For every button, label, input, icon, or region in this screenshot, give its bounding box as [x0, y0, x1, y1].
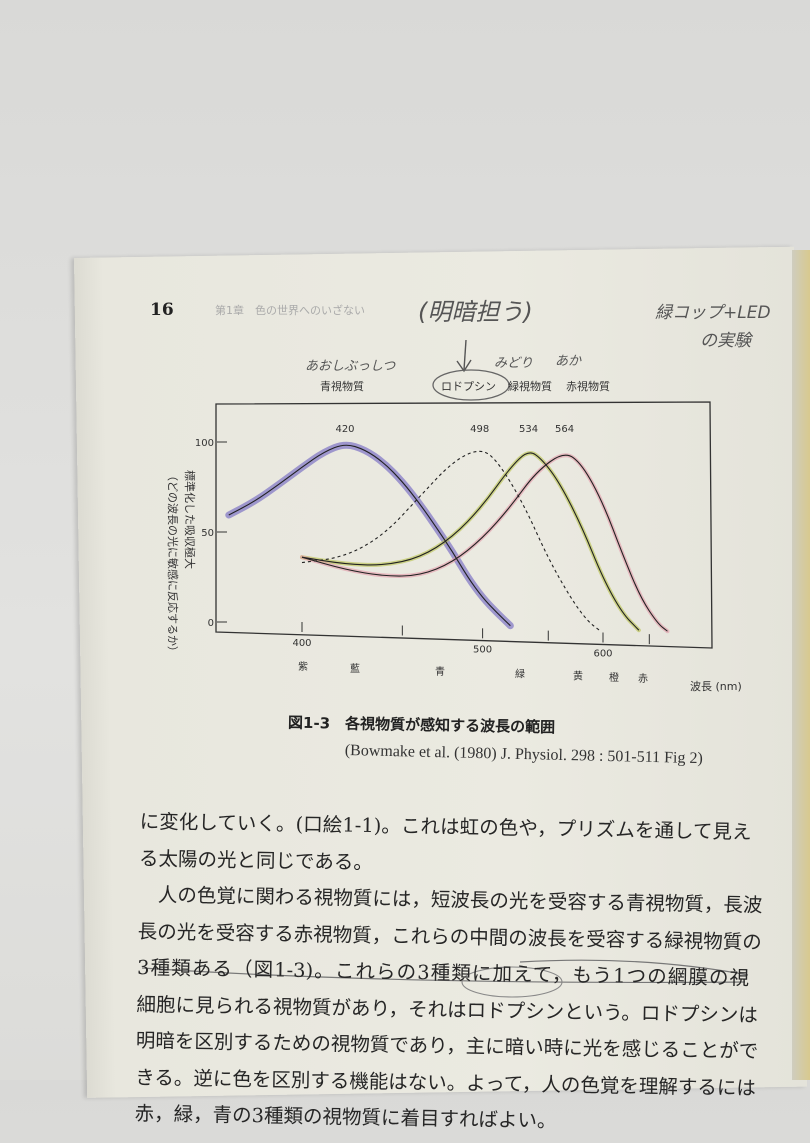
color-band-label: 黄	[573, 670, 583, 683]
handwritten-circle	[461, 966, 563, 998]
handwritten-circle	[432, 369, 510, 401]
curves-layer	[228, 444, 668, 632]
handwritten-arrow-icon	[456, 339, 472, 373]
handwritten-blue-reading: あおしぶっしつ	[305, 359, 396, 374]
chart-frame	[215, 401, 713, 649]
peak-labels: 420 498 534 564	[335, 424, 574, 435]
y-axis-sublabel: （どの波長の光に敏感に反応するか）	[166, 470, 180, 657]
color-band-label: 赤	[638, 673, 648, 685]
page-number: 16	[150, 300, 174, 320]
handwritten-underline	[519, 959, 749, 976]
legend-red: 赤視物質	[566, 379, 610, 393]
x-tick-label: 600	[593, 649, 612, 660]
y-axis: 0 50 100	[195, 438, 227, 629]
next-page-edge	[792, 250, 810, 1080]
color-band-label: 紫	[298, 661, 308, 673]
y-tick-label: 100	[195, 438, 214, 449]
y-axis-label: 標準化した吸収極大	[183, 470, 197, 569]
legend-blue: 青視物質	[320, 379, 364, 393]
x-tick-label: 500	[473, 644, 492, 655]
color-band-label: 青	[435, 665, 445, 678]
highlighter-stroke	[225, 441, 514, 630]
color-band-label: 橙	[609, 671, 619, 684]
y-tick-label: 0	[208, 618, 214, 629]
color-band-labels: 紫 藍 青 緑 黄 橙 赤	[298, 661, 648, 685]
body-text: に変化していく。(口絵1-1)。これは虹の色や，プリズムを通して見え る太陽の光と…	[134, 804, 762, 1143]
handwritten-note-top-right-1: 緑コップ+LED	[655, 303, 771, 323]
handwritten-green-reading: みどり	[494, 356, 534, 371]
color-band-label: 緑	[515, 668, 525, 681]
curve-blue	[228, 444, 511, 627]
x-axis-label: 波長 (nm)	[690, 680, 742, 693]
peak-label: 498	[470, 424, 489, 435]
running-head: 第1章 色の世界へのいざない	[215, 304, 365, 317]
handwritten-underline	[141, 967, 746, 984]
peak-label: 534	[519, 424, 538, 435]
y-tick-label: 50	[201, 528, 214, 539]
color-band-label: 藍	[350, 662, 360, 675]
handwritten-note-top-right-2: の実験	[700, 331, 751, 351]
peak-label: 564	[555, 424, 574, 435]
spectral-sensitivity-chart: 青視物質 ロドプシン 緑視物質 赤視物質 0 50 100 400 500 600 42…	[141, 339, 749, 998]
curve-red	[301, 454, 668, 632]
x-axis: 400 500 600	[292, 622, 650, 660]
x-tick-label: 400	[292, 638, 311, 649]
handwritten-red-reading: あか	[555, 354, 582, 369]
legend-rhodopsin: ロドプシン	[441, 380, 496, 393]
curve-green	[301, 452, 640, 631]
peak-label: 420	[335, 424, 354, 435]
legend-green: 緑視物質	[508, 379, 552, 393]
handwritten-note-rhodopsin: (明暗担う)	[418, 298, 533, 326]
